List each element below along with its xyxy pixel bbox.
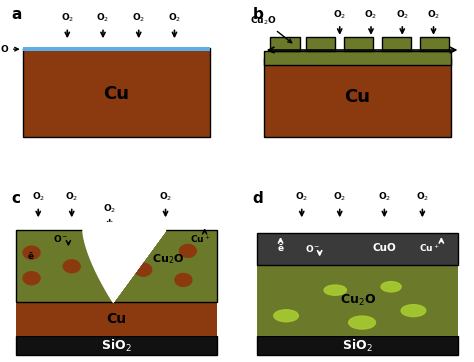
Text: SiO$_2$: SiO$_2$: [342, 337, 373, 354]
Bar: [420, 37, 449, 51]
Circle shape: [175, 273, 192, 286]
Text: Cu$^+$: Cu$^+$: [190, 233, 210, 245]
Text: O$_2$: O$_2$: [96, 12, 109, 24]
Bar: [306, 37, 335, 51]
Text: SiO$_2$: SiO$_2$: [101, 337, 132, 354]
Bar: [23, 48, 210, 137]
Text: Cu: Cu: [345, 88, 371, 106]
Text: O$_2$: O$_2$: [65, 191, 78, 203]
Circle shape: [179, 244, 196, 257]
Circle shape: [23, 272, 40, 285]
Text: O$^-$: O$^-$: [305, 243, 321, 254]
Text: O: O: [0, 45, 18, 54]
Text: O$_2$: O$_2$: [333, 8, 346, 21]
Text: Cu$^+$: Cu$^+$: [419, 243, 439, 254]
Ellipse shape: [381, 282, 401, 292]
Text: O$_2$: O$_2$: [103, 203, 116, 215]
Text: O$_2$: O$_2$: [333, 191, 346, 203]
Text: ē: ē: [277, 244, 283, 253]
Bar: [382, 37, 411, 51]
Text: O$_2$: O$_2$: [396, 8, 409, 21]
Text: Cu: Cu: [103, 85, 129, 103]
Text: c: c: [11, 191, 20, 206]
Ellipse shape: [274, 310, 299, 322]
Text: O$_2$: O$_2$: [32, 191, 45, 203]
Bar: [257, 336, 458, 355]
Bar: [257, 233, 458, 265]
Circle shape: [23, 246, 40, 259]
Text: d: d: [253, 191, 264, 206]
Text: ē: ē: [27, 252, 34, 261]
Text: O$_2$: O$_2$: [427, 8, 440, 21]
Text: Cu$_2$O: Cu$_2$O: [152, 253, 184, 266]
Ellipse shape: [401, 305, 426, 317]
Bar: [16, 336, 217, 355]
Bar: [344, 37, 373, 51]
Text: O$_2$: O$_2$: [365, 8, 378, 21]
Text: CuO: CuO: [373, 243, 396, 253]
Circle shape: [135, 263, 152, 276]
Ellipse shape: [324, 285, 346, 295]
Text: O$_2$: O$_2$: [416, 191, 429, 203]
Ellipse shape: [349, 316, 375, 329]
Polygon shape: [83, 222, 165, 302]
Text: Cu$_2$O: Cu$_2$O: [339, 293, 376, 308]
Text: b: b: [253, 7, 264, 22]
Text: Cu: Cu: [106, 312, 127, 326]
Text: O$_2$: O$_2$: [378, 191, 391, 203]
Text: O$_2$: O$_2$: [295, 191, 309, 203]
Text: O$^-$: O$^-$: [53, 233, 68, 244]
Text: Cu$_2$O: Cu$_2$O: [250, 14, 292, 43]
Bar: [16, 302, 217, 336]
Text: O$_2$: O$_2$: [61, 12, 74, 24]
Bar: [271, 37, 300, 51]
Bar: [257, 265, 458, 336]
Text: O$_2$: O$_2$: [159, 191, 172, 203]
Text: a: a: [11, 7, 22, 22]
Bar: [23, 47, 210, 51]
Text: O$_2$: O$_2$: [132, 12, 146, 24]
Bar: [264, 51, 451, 65]
Bar: [16, 231, 217, 302]
Polygon shape: [108, 256, 118, 302]
Bar: [264, 58, 451, 137]
Text: O$_2$: O$_2$: [168, 12, 181, 24]
Circle shape: [63, 260, 80, 273]
